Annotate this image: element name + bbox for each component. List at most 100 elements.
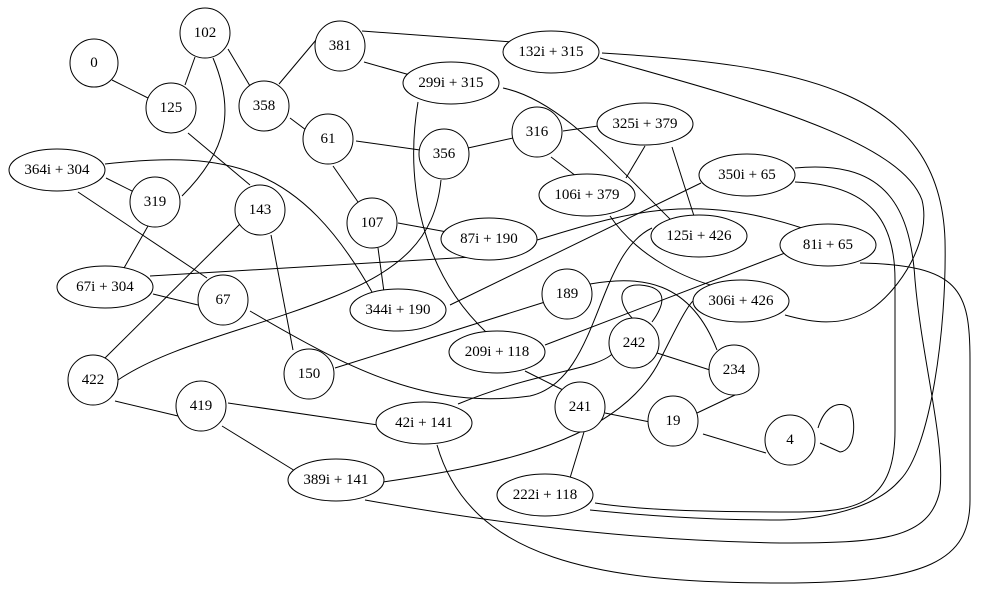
edge-19-241 [604,412,651,423]
node-242: 242 [608,317,660,369]
edge-316-106i379 [550,156,577,177]
edge-81i65-209i118 [544,252,786,346]
node-label: 107 [361,215,384,231]
node-label: 125i + 426 [666,228,732,244]
node-label: 344i + 190 [365,302,430,318]
edge-381-299i315 [363,61,411,76]
edge-102-319 [181,57,226,197]
edge-107-344i190 [377,247,385,293]
node-364i304: 364i + 304 [8,148,106,192]
edge-234-19 [696,394,736,414]
edge-241-209i118 [524,370,564,391]
node-306i426: 306i + 426 [692,279,790,323]
edge-381-132i315 [361,30,513,43]
node-222i118: 222i + 118 [496,473,594,517]
edges [77,30,971,584]
edge-19-4 [702,433,767,454]
edge-299i315-209i118 [413,101,488,334]
edge-102-358 [227,48,251,87]
edge-81i65-42i141 [436,262,971,584]
node-label: 389i + 141 [303,472,368,488]
node-label: 358 [253,98,276,114]
node-label: 0 [90,55,98,71]
node-350i65: 350i + 65 [698,153,796,197]
node-label: 209i + 118 [465,344,530,360]
edge-325i379-125i426 [671,146,695,217]
node-label: 241 [569,399,592,415]
node-label: 325i + 379 [612,116,677,132]
node-319: 319 [129,176,181,228]
node-189: 189 [541,268,593,320]
node-label: 364i + 304 [24,162,90,178]
edge-102-125 [184,56,196,86]
node-label: 381 [329,38,352,54]
node-label: 42i + 141 [395,415,453,431]
node-label: 81i + 65 [803,237,853,253]
edge-125-143 [187,132,251,186]
node-label: 356 [433,146,456,162]
node-label: 319 [144,194,167,210]
edge-132i315-222i118 [589,52,946,521]
node-143: 143 [234,184,286,236]
node-label: 419 [190,398,213,414]
node-label: 67 [216,292,232,308]
node-label: 61 [321,131,336,147]
node-356: 356 [418,128,470,180]
node-19: 19 [647,395,699,447]
node-label: 4 [786,432,794,448]
edge-107-87i190 [397,222,448,233]
edge-42i141-242 [457,351,615,405]
node-106i379: 106i + 379 [538,173,636,217]
node-325i379: 325i + 379 [596,102,694,146]
node-299i315: 299i + 315 [402,61,500,105]
edge-87i190-81i65 [536,208,806,241]
edge-87i190-67i304 [149,256,473,277]
edge-316-325i379 [562,125,599,132]
node-389i141: 389i + 141 [287,458,385,502]
edge-61-356 [355,140,421,151]
node-241: 241 [554,381,606,433]
node-label: 19 [666,413,681,429]
node-label: 306i + 426 [708,293,774,309]
edge-364i304-344i190 [104,159,373,293]
edge-381-358 [278,39,317,85]
node-0: 0 [69,38,119,88]
node-316: 316 [511,106,563,158]
edge-189-234 [589,280,718,351]
node-81i65: 81i + 65 [779,223,877,267]
node-102: 102 [179,7,231,59]
node-125i426: 125i + 426 [650,214,748,258]
node-label: 67i + 304 [76,279,134,295]
node-4: 4 [764,414,816,466]
edge-242-234 [656,352,711,371]
node-381: 381 [314,20,366,72]
edge-67-125i426 [249,227,653,400]
edge-350i65-389i141 [364,166,942,544]
edge-61-107 [332,165,359,203]
edge-389i141-306i426 [382,299,695,483]
node-67: 67 [197,274,249,326]
node-422: 422 [67,354,119,406]
node-67i304: 67i + 304 [56,265,154,309]
node-label: 222i + 118 [513,487,578,503]
edge-325i379-106i379 [625,145,646,179]
node-label: 234 [723,362,746,378]
node-label: 242 [623,335,646,351]
edge-319-67i304 [123,225,149,269]
edge-358-61 [289,117,307,131]
node-42i141: 42i + 141 [375,401,473,445]
edge-4-self-loop [817,404,855,453]
node-87i190: 87i + 190 [440,217,538,261]
node-150: 150 [283,348,335,400]
node-125: 125 [145,82,197,134]
node-107: 107 [346,197,398,249]
node-label: 132i + 315 [518,44,583,60]
edge-143-150 [270,234,294,351]
node-label: 102 [194,25,217,41]
edge-67i304-67 [152,293,199,306]
node-label: 422 [82,372,105,388]
edge-106i379-306i426 [609,215,719,288]
node-label: 150 [298,366,321,382]
edge-356-316 [467,137,514,149]
